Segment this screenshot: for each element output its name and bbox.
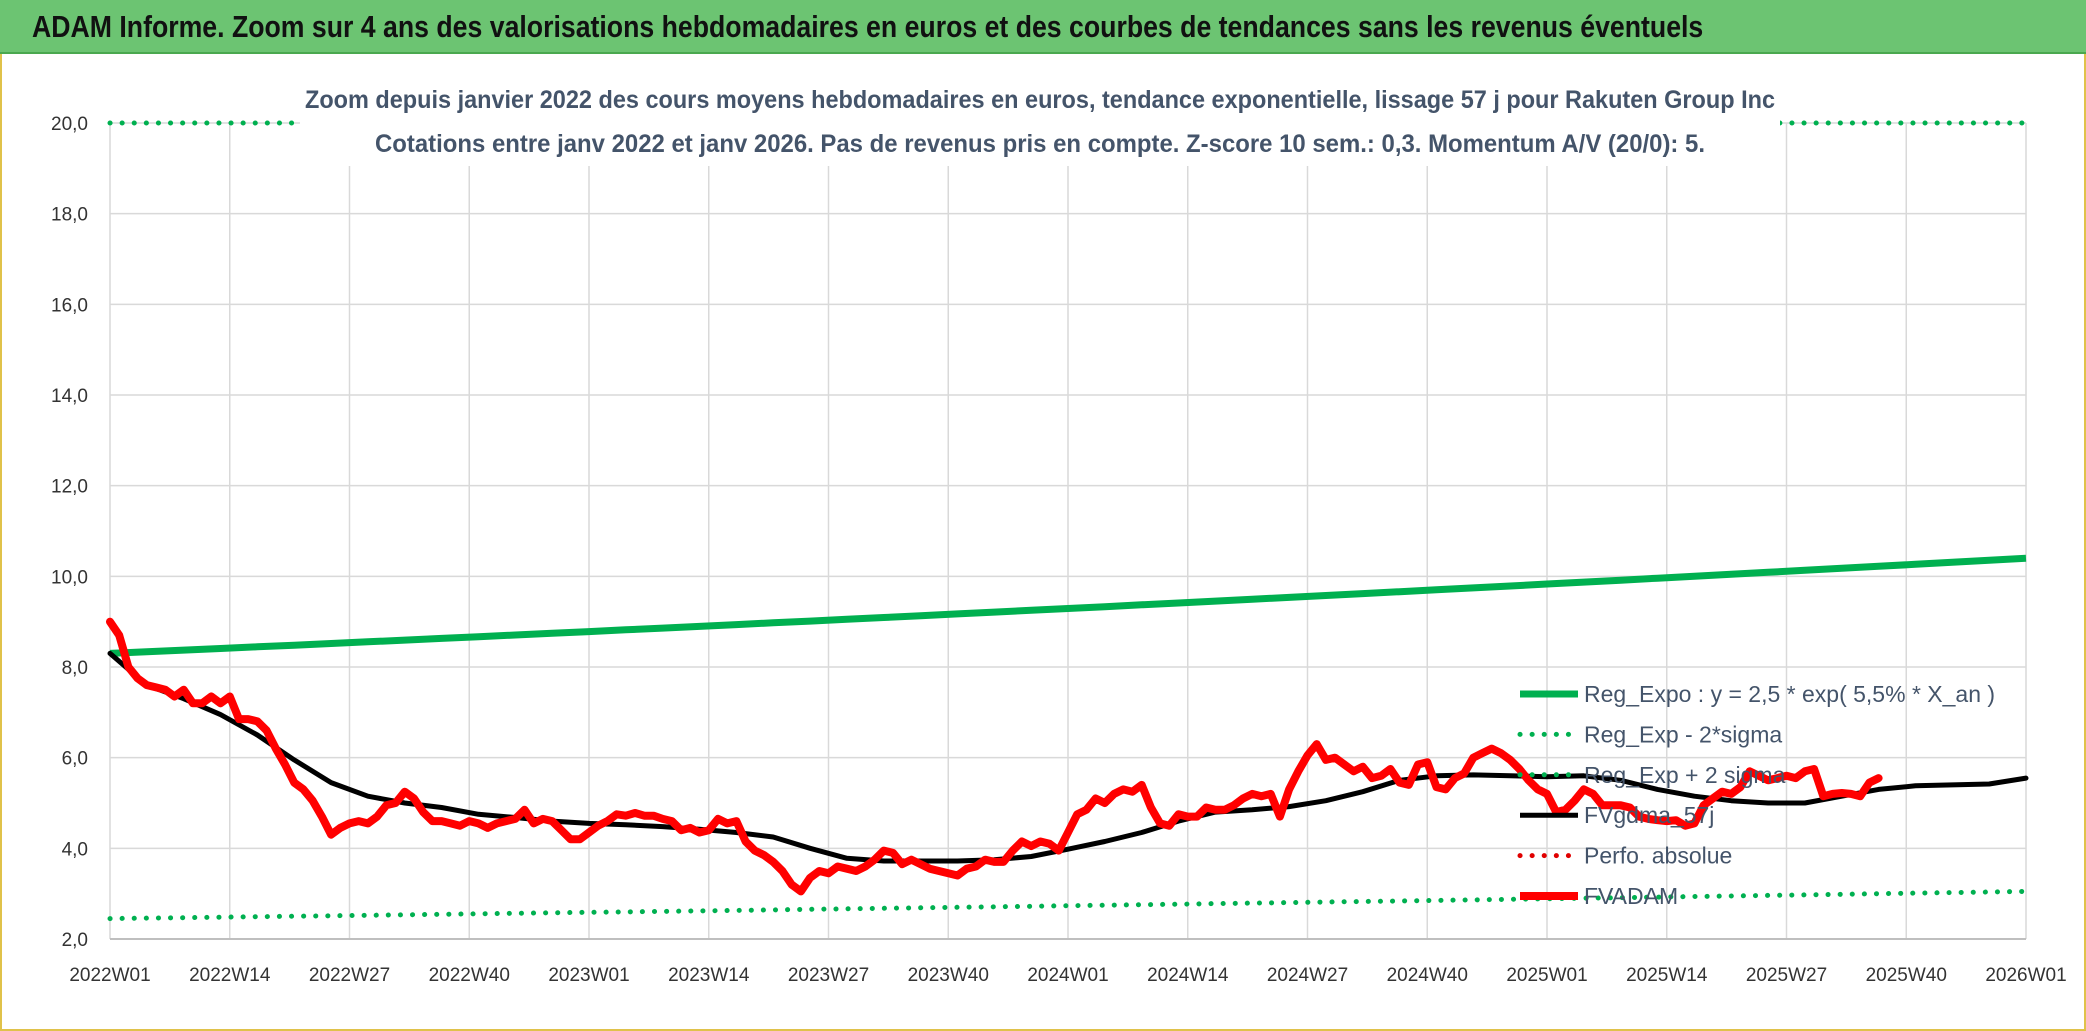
legend-entry-reg-exp-plus: Reg_Exp + 2 sigma [1584, 762, 1786, 788]
legend: Reg_Expo : y = 2,5 * exp( 5,5% * X_an ) R… [1517, 681, 1995, 909]
y-tick-label: 6,0 [62, 749, 88, 770]
y-tick-label: 14,0 [51, 386, 88, 407]
y-tick-label: 8,0 [62, 658, 88, 679]
subtitle-background [300, 78, 1780, 166]
x-tick-label: 2024W40 [1387, 965, 1468, 986]
x-tick-label: 2025W40 [1866, 965, 1947, 986]
y-tick-label: 2,0 [62, 930, 88, 951]
x-tick-label: 2022W01 [69, 965, 150, 986]
legend-entry-fvgdma: FVgdma_57j [1584, 802, 1714, 828]
x-tick-label: 2023W40 [908, 965, 989, 986]
y-tick-label: 16,0 [51, 295, 88, 316]
legend-entry-reg-exp-minus: Reg_Exp - 2*sigma [1584, 721, 1782, 747]
legend-entry-fvadam: FVADAM [1584, 883, 1678, 909]
y-tick-label: 10,0 [51, 567, 88, 588]
y-tick-label: 18,0 [51, 205, 88, 226]
chart-subtitle-line1: Zoom depuis janvier 2022 des cours moyen… [305, 86, 1775, 114]
y-tick-label: 20,0 [51, 114, 88, 135]
x-tick-label: 2026W01 [1985, 965, 2066, 986]
x-tick-label: 2022W27 [309, 965, 390, 986]
x-tick-label: 2024W14 [1147, 965, 1229, 986]
legend-entry-perfo: Perfo. absolue [1584, 843, 1732, 869]
x-tick-label: 2023W27 [788, 965, 869, 986]
x-tick-label: 2025W27 [1746, 965, 1827, 986]
x-tick-label: 2025W01 [1506, 965, 1587, 986]
x-tick-label: 2023W01 [548, 965, 629, 986]
series-fvadam [106, 617, 1883, 896]
series-reg-expo [109, 554, 2027, 657]
x-tick-label: 2023W14 [668, 965, 750, 986]
header-banner: ADAM Informe. Zoom sur 4 ans des valoris… [0, 0, 2086, 54]
y-tick-label: 12,0 [51, 477, 88, 498]
chart-frame [0, 54, 2086, 1031]
page-title: ADAM Informe. Zoom sur 4 ans des valoris… [32, 9, 1704, 44]
axis-layer: 2,0 4,0 6,0 8,0 10,0 12,0 14,0 16,0 18,0 20,0 2022… [51, 114, 2067, 986]
grid-layer [109, 122, 2027, 940]
chart-subtitle-line2: Cotations entre janv 2022 et janv 2026. … [375, 130, 1705, 158]
x-tick-label: 2022W40 [429, 965, 510, 986]
x-tick-label: 2024W27 [1267, 965, 1348, 986]
legend-entry-reg-expo: Reg_Expo : y = 2,5 * exp( 5,5% * X_an ) [1584, 681, 1995, 707]
x-tick-label: 2025W14 [1626, 965, 1708, 986]
series-fvgdma-57j [107, 650, 2029, 864]
x-tick-label: 2022W14 [189, 965, 271, 986]
y-tick-label: 4,0 [62, 839, 88, 860]
series-reg-exp-minus-2-sigma [107, 888, 2029, 922]
x-tick-label: 2024W01 [1027, 965, 1108, 986]
